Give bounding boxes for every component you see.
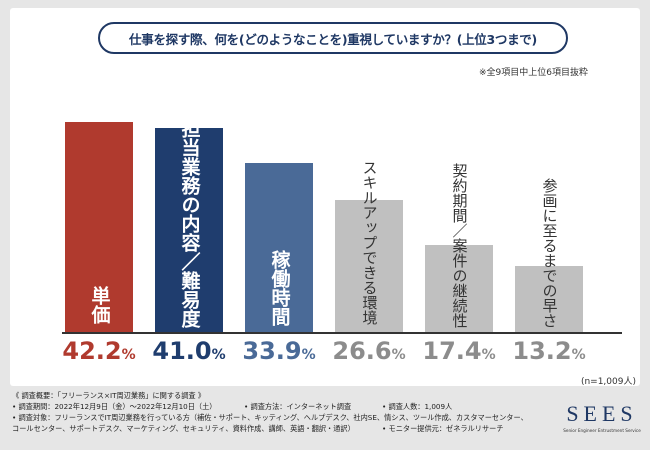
chart-subtitle: ※全9項目中上位6項目抜粋: [479, 68, 588, 78]
value-label-1: 42.2%: [54, 339, 144, 363]
survey-target-1: • 調査対象：フリーランスでIT周辺業務を行っている方（補佐・サポート、キッティ…: [12, 413, 528, 422]
value-number: 13.2: [512, 337, 572, 365]
value-number: 33.9: [242, 337, 302, 365]
survey-overview: 《 調査概要：「フリーランス×IT周辺業務」に関する調査 》 • 調査期間：20…: [12, 390, 552, 446]
value-label-2: 41.0%: [144, 339, 234, 363]
value-label-5: 17.4%: [414, 339, 504, 363]
bar-4: [335, 199, 403, 332]
bar-label-3: 稼働時間: [268, 250, 291, 326]
bar-label-1: 単価: [88, 286, 111, 324]
value-unit: %: [571, 347, 586, 363]
chart-title: 仕事を探す際、何を(どのようなことを)重視していますか？(上位3つまで): [98, 22, 568, 54]
sees-logo: SEES Senior Engineer Entrustment Service: [556, 401, 648, 434]
bar-area: 単価 42.2% 担当業務の内容／難易度 41.0% 稼働時間 33.9% スキルアップでき…: [10, 8, 640, 386]
chart-card: 仕事を探す際、何を(どのようなことを)重視していますか？(上位3つまで) ※全9…: [10, 8, 640, 387]
survey-provider: • モニター提供元：ゼネラルリサーチ: [382, 424, 504, 433]
survey-heading: 《 調査概要：「フリーランス×IT周辺業務」に関する調査 》: [12, 391, 206, 400]
bar-6: [515, 266, 583, 332]
value-unit: %: [481, 347, 496, 363]
bar-label-6: 参画に至るまでの早さ: [540, 178, 559, 328]
survey-method: • 調査方法：インターネット調査: [244, 402, 352, 411]
survey-row-1: • 調査期間：2022年12月9日（金）～2022年12月10日（土） • 調査…: [12, 401, 552, 412]
bar-label-2: 担当業務の内容／難易度: [178, 119, 201, 328]
value-unit: %: [301, 347, 316, 363]
bar-label-5: 契約期間／案件の継続性: [450, 163, 469, 328]
bar-1: [65, 121, 133, 332]
value-unit: %: [121, 347, 136, 363]
value-unit: %: [391, 347, 406, 363]
value-label-6: 13.2%: [504, 339, 594, 363]
value-number: 42.2: [62, 337, 122, 365]
x-axis-baseline: [62, 332, 622, 334]
value-label-4: 26.6%: [324, 339, 414, 363]
value-number: 26.6: [332, 337, 392, 365]
survey-count: • 調査人数：1,009人: [382, 402, 453, 411]
survey-row-3: コールセンター、サポートデスク、マーケティング、セキュリティ、資料作成、講師、英…: [12, 423, 552, 434]
value-number: 17.4: [422, 337, 482, 365]
value-label-3: 33.9%: [234, 339, 324, 363]
sample-size: (n=1,009人): [580, 377, 636, 387]
logo-wordmark: SEES: [566, 401, 638, 426]
value-number: 41.0: [152, 337, 212, 365]
logo-tagline: Senior Engineer Entrustment Service: [563, 428, 641, 433]
bar-5: [425, 245, 493, 332]
bar-3: [245, 163, 313, 332]
value-unit: %: [211, 347, 226, 363]
bar-label-4: スキルアップできる環境: [360, 159, 379, 325]
survey-target-2: コールセンター、サポートデスク、マーケティング、セキュリティ、資料作成、講師、英…: [12, 424, 355, 433]
bar-2: [155, 127, 223, 332]
survey-period: • 調査期間：2022年12月9日（金）～2022年12月10日（土）: [12, 402, 217, 411]
